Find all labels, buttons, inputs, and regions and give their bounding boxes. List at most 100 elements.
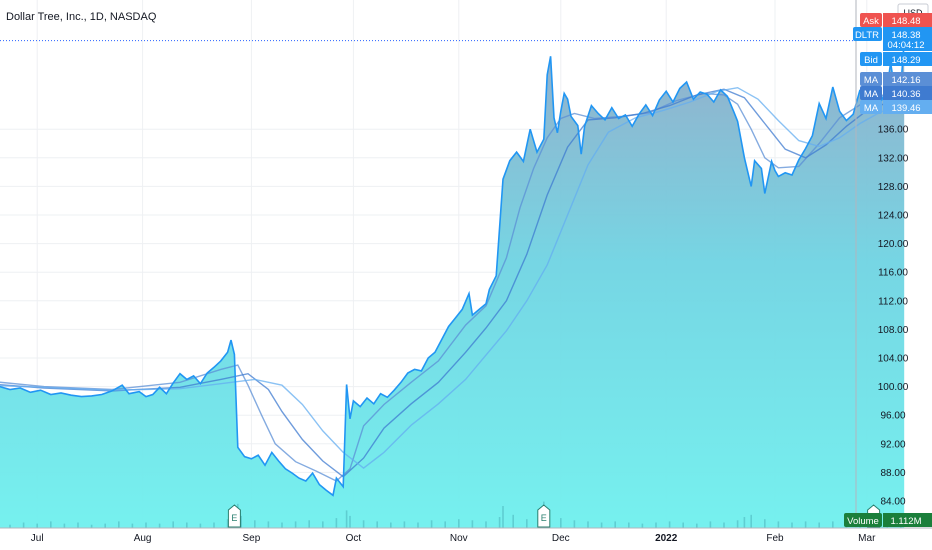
volume-bar xyxy=(226,519,229,528)
x-tick-label: Sep xyxy=(243,533,261,544)
volume-bar xyxy=(50,521,52,528)
bar-countdown: 04:04:12 xyxy=(888,40,925,51)
ask-tag: Ask xyxy=(863,16,879,27)
bid-value: 148.29 xyxy=(891,55,920,66)
ma-3-value-bg xyxy=(883,100,932,114)
volume-bar xyxy=(682,522,684,528)
last-tag: DLTR xyxy=(855,30,879,41)
x-tick-label: 2022 xyxy=(655,533,678,544)
volume-bar xyxy=(254,520,256,528)
volume-tag: Volume xyxy=(847,516,879,527)
ask-value-bg xyxy=(883,13,932,27)
ma-3-tag-bg xyxy=(860,100,882,114)
volume-bar xyxy=(430,520,433,528)
y-tick-label: 128.00 xyxy=(878,182,909,193)
volume-bar xyxy=(36,523,38,528)
time-axis[interactable]: Jul Aug Sep Oct Nov Dec 2022 Feb Mar xyxy=(31,533,876,544)
bid-tag-bg xyxy=(860,52,882,66)
x-tick-label: Nov xyxy=(450,533,468,544)
volume-bar xyxy=(199,523,202,528)
y-tick-label: 124.00 xyxy=(878,211,909,222)
volume-bar xyxy=(750,514,752,528)
ma-label-2: MA 140.36 xyxy=(860,86,932,100)
last-value-bg xyxy=(883,27,932,51)
y-tick-label: 112.00 xyxy=(878,296,908,307)
ma-line-2 xyxy=(0,88,905,478)
volume-bar xyxy=(444,521,446,528)
volume-bar xyxy=(832,521,834,528)
volume-bar xyxy=(804,521,807,528)
y-tick-label: 88.00 xyxy=(880,468,905,479)
ma-2-value-bg xyxy=(883,86,932,100)
volume-bar xyxy=(668,521,671,528)
y-tick-label: 132.00 xyxy=(878,153,909,164)
volume-bar xyxy=(600,522,603,528)
last-value: 148.38 xyxy=(891,30,920,41)
price-area-fill xyxy=(0,40,905,528)
volume-bar xyxy=(723,522,725,528)
volume-bar xyxy=(709,521,712,528)
volume-bar xyxy=(743,517,746,528)
y-tick-label: 116.00 xyxy=(878,268,908,279)
earnings-marker-shape xyxy=(537,504,551,528)
price-area xyxy=(0,40,905,528)
ma-label-1: MA 142.16 xyxy=(860,72,932,86)
price-line-layer xyxy=(0,40,905,497)
y-tick-label: 108.00 xyxy=(878,325,909,336)
earnings-marker-letter: E xyxy=(231,513,237,523)
volume-bar xyxy=(614,521,616,528)
volume-bar xyxy=(349,515,351,528)
bid-label: Bid 148.29 xyxy=(860,52,932,66)
volume-bar xyxy=(526,519,528,528)
volume-bar xyxy=(485,521,487,528)
y-tick-label: 136.00 xyxy=(878,125,909,136)
volume-bar xyxy=(696,523,698,528)
volume-bar xyxy=(471,520,474,528)
x-tick-label: Oct xyxy=(346,533,362,544)
volume-tag-bg xyxy=(844,513,882,527)
price-line xyxy=(0,40,905,497)
ma-2-value: 140.36 xyxy=(891,89,920,100)
price-axis[interactable]: 84.00 88.00 92.00 96.00 100.00 104.00 108.00 11… xyxy=(878,125,909,508)
x-tick-label: Mar xyxy=(858,533,876,544)
earnings-marker[interactable]: E xyxy=(227,504,241,528)
volume-bar xyxy=(655,522,657,528)
chart-title: Dollar Tree, Inc., 1D, NASDAQ xyxy=(6,11,157,23)
ask-tag-bg xyxy=(860,13,882,27)
x-tick-label: Aug xyxy=(134,533,152,544)
volume-bar xyxy=(145,522,147,528)
volume-bar xyxy=(172,521,174,528)
x-tick-label: Dec xyxy=(552,533,570,544)
volume-bar xyxy=(118,521,120,528)
volume-bar xyxy=(573,520,576,528)
ma-2-tag: MA xyxy=(864,89,879,100)
volume-bar xyxy=(63,523,66,528)
volume-bar xyxy=(376,521,378,528)
volume-bar xyxy=(335,518,338,528)
volume-bar xyxy=(322,521,324,528)
volume-bar xyxy=(345,510,348,528)
volume-label: Volume 1.112M xyxy=(844,513,932,527)
earnings-marker[interactable]: E xyxy=(537,504,551,528)
ma-3-tag: MA xyxy=(864,103,879,114)
volume-bar xyxy=(736,520,739,528)
ma-1-tag-bg xyxy=(860,72,882,86)
volume-bar xyxy=(240,515,242,528)
volume-bar xyxy=(458,519,460,528)
volume-bar xyxy=(267,521,270,528)
moving-averages xyxy=(0,84,905,482)
bid-tag: Bid xyxy=(864,55,878,66)
x-tick-label: Jul xyxy=(31,533,44,544)
earnings-marker-letter: E xyxy=(541,513,547,523)
volume-bar xyxy=(777,521,780,528)
ma-line-1 xyxy=(0,84,905,482)
ma-1-value: 142.16 xyxy=(891,75,920,86)
volume-bar xyxy=(90,524,93,528)
volume-bar xyxy=(818,522,820,528)
volume-bar xyxy=(403,521,406,528)
volume-bar xyxy=(104,523,106,528)
volume-bar xyxy=(308,520,310,528)
last-tag-bg xyxy=(853,27,882,41)
ma-line-3 xyxy=(0,86,905,469)
